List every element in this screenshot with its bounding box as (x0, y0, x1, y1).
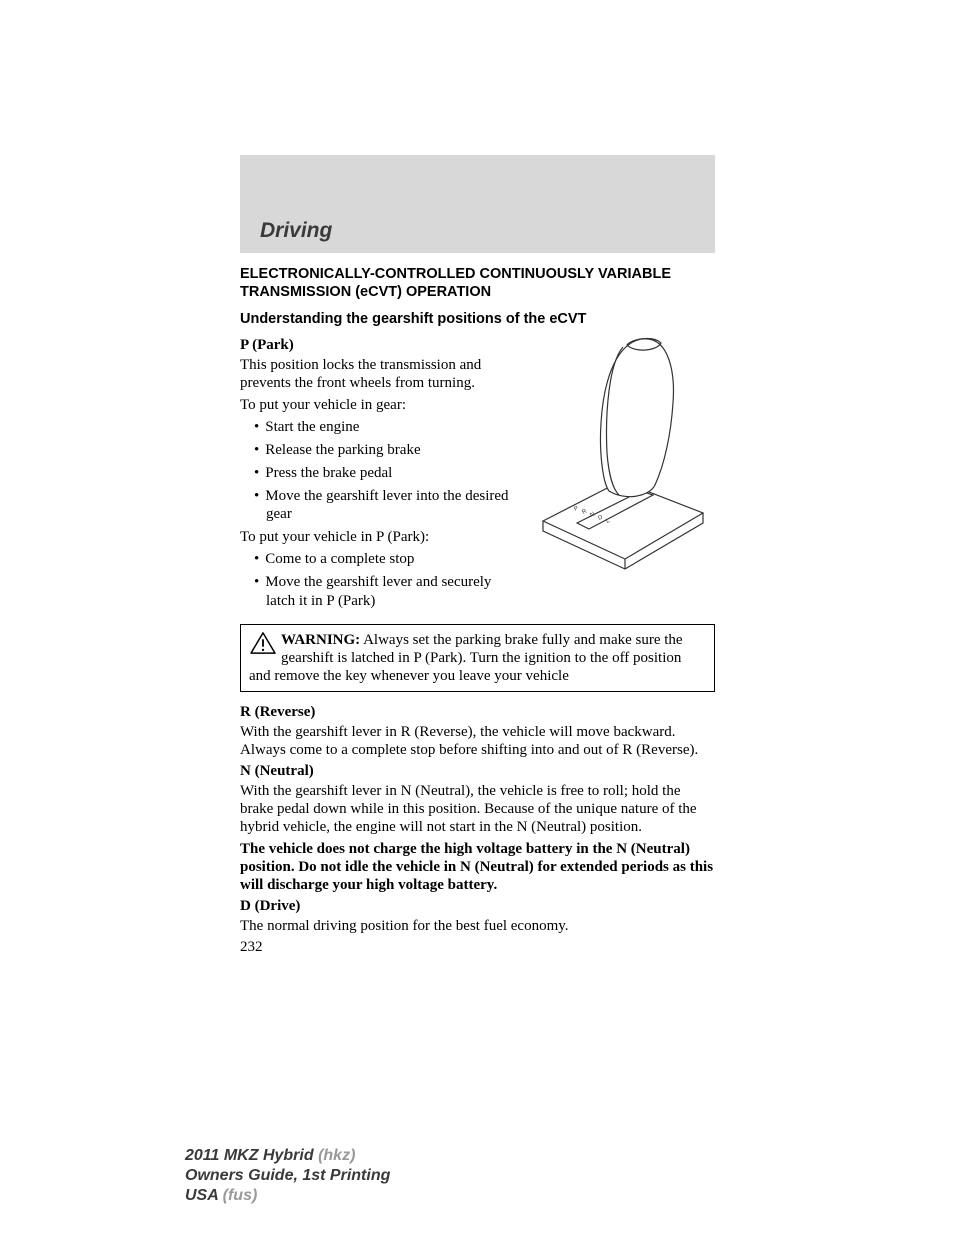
park-list2: Come to a complete stop Move the gearshi… (240, 550, 515, 610)
svg-text:R: R (581, 509, 588, 517)
neutral-heading: N (Neutral) (240, 763, 715, 780)
gearshift-svg: P R N D L (525, 333, 715, 573)
neutral-p1: With the gearshift lever in N (Neutral),… (240, 782, 715, 836)
heading-main: ELECTRONICALLY-CONTROLLED CONTINUOUSLY V… (240, 265, 715, 301)
page-number: 232 (240, 939, 715, 956)
page-content: ELECTRONICALLY-CONTROLLED CONTINUOUSLY V… (240, 265, 715, 956)
neutral-bold: The vehicle does not charge the high vol… (240, 840, 715, 894)
list-item: Press the brake pedal (254, 464, 515, 483)
warning-label: WARNING: (281, 632, 360, 648)
section-title: Driving (260, 219, 332, 243)
list-item: Move the gearshift lever into the desire… (254, 487, 515, 525)
svg-text:L: L (605, 518, 611, 525)
drive-p1: The normal driving position for the best… (240, 917, 715, 935)
park-list1: Start the engine Release the parking bra… (240, 418, 515, 524)
footer: 2011 MKZ Hybrid (hkz) Owners Guide, 1st … (185, 1146, 390, 1206)
list-item: Release the parking brake (254, 441, 515, 460)
header-block: Driving (240, 155, 715, 253)
park-text-col: P (Park) This position locks the transmi… (240, 333, 515, 614)
list-item: Start the engine (254, 418, 515, 437)
park-p3: To put your vehicle in P (Park): (240, 528, 515, 546)
warning-icon (249, 631, 277, 655)
footer-line2: Owners Guide, 1st Printing (185, 1166, 390, 1186)
list-item: Move the gearshift lever and securely la… (254, 573, 515, 611)
reverse-p1: With the gearshift lever in R (Reverse),… (240, 723, 715, 759)
park-heading: P (Park) (240, 337, 515, 354)
heading-sub: Understanding the gearshift positions of… (240, 311, 715, 327)
list-item: Come to a complete stop (254, 550, 515, 569)
footer-line3: USA (fus) (185, 1186, 390, 1206)
reverse-heading: R (Reverse) (240, 704, 715, 721)
gearshift-diagram: P R N D L (525, 333, 715, 614)
svg-text:P: P (573, 506, 579, 513)
park-p2: To put your vehicle in gear: (240, 396, 515, 414)
park-section-row: P (Park) This position locks the transmi… (240, 333, 715, 614)
park-p1: This position locks the transmission and… (240, 356, 515, 392)
footer-line1: 2011 MKZ Hybrid (hkz) (185, 1146, 390, 1166)
drive-heading: D (Drive) (240, 898, 715, 915)
warning-box: WARNING: Always set the parking brake fu… (240, 624, 715, 692)
